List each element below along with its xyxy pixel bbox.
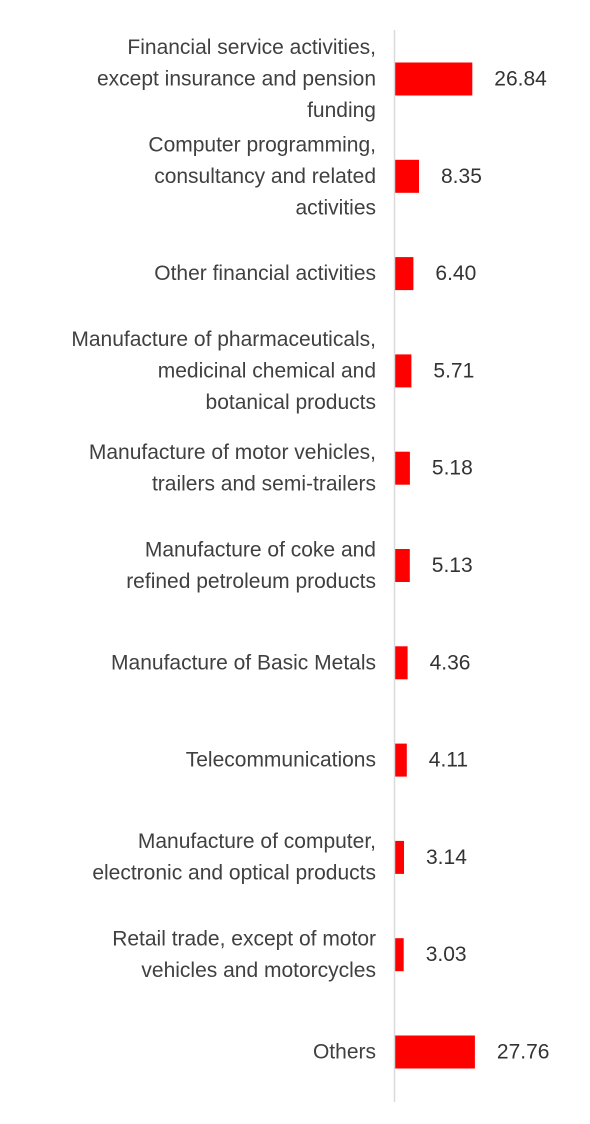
- category-label: Other financial activities: [154, 262, 376, 285]
- data-label: 3.03: [426, 943, 467, 966]
- category-label-line: Manufacture of pharmaceuticals,: [71, 328, 376, 351]
- category-label: Others: [313, 1041, 376, 1064]
- category-label: Manufacture of coke and refined petroleum…: [126, 538, 376, 593]
- category-label: Manufacture of Basic Metals: [111, 651, 376, 674]
- data-label: 8.35: [441, 165, 482, 188]
- bar: [395, 257, 414, 291]
- bar: [395, 743, 407, 777]
- data-label: 3.14: [426, 846, 467, 869]
- category-label-line: funding: [307, 99, 376, 122]
- category-label-line: consultancy and related: [154, 165, 376, 188]
- category-label: Computer programming, consultancy and rel…: [148, 133, 376, 219]
- bar: [395, 62, 473, 96]
- bar: [395, 159, 419, 193]
- value-labels-group: 26.84 8.35 6.40 5.71 5.18 5.13 4.36 4.11 3.14 3.0…: [426, 68, 550, 1064]
- category-label-line: Telecommunications: [186, 749, 376, 772]
- data-label: 27.76: [497, 1041, 550, 1064]
- data-label: 5.13: [432, 554, 473, 577]
- category-label-line: Manufacture of computer,: [138, 830, 376, 853]
- category-label-line: trailers and semi-trailers: [152, 472, 376, 495]
- category-label-line: Manufacture of Basic Metals: [111, 651, 376, 674]
- bar: [395, 354, 412, 388]
- category-label: Manufacture of motor vehicles, trailers a…: [89, 441, 376, 496]
- category-label: Retail trade, except of motor vehicles an…: [112, 927, 376, 982]
- data-label: 5.18: [432, 457, 473, 480]
- category-label: Manufacture of computer, electronic and o…: [92, 830, 376, 885]
- bar: [395, 938, 404, 972]
- category-label-line: botanical products: [206, 391, 376, 414]
- category-label-line: electronic and optical products: [92, 862, 376, 885]
- category-label-line: Manufacture of motor vehicles,: [89, 441, 376, 464]
- category-label: Manufacture of pharmaceuticals, medicinal…: [71, 328, 376, 414]
- bar: [395, 451, 410, 485]
- category-label: Telecommunications: [186, 749, 376, 772]
- category-label-line: activities: [295, 196, 376, 219]
- category-label-line: vehicles and motorcycles: [141, 959, 376, 982]
- data-label: 26.84: [494, 68, 547, 91]
- category-label-line: Computer programming,: [148, 133, 376, 156]
- bars-group: [395, 62, 475, 1069]
- data-label: 4.36: [430, 651, 471, 674]
- category-label-line: Financial service activities,: [127, 36, 376, 59]
- data-label: 6.40: [435, 262, 476, 285]
- category-label-line: refined petroleum products: [126, 570, 376, 593]
- data-label: 5.71: [433, 359, 474, 382]
- bar: [395, 840, 404, 874]
- category-label-line: Others: [313, 1041, 376, 1064]
- bar: [395, 646, 408, 680]
- category-labels-group: Financial service activities, except insu…: [71, 36, 376, 1064]
- bar: [395, 1035, 475, 1069]
- category-label-line: Manufacture of coke and: [145, 538, 376, 561]
- bar: [395, 549, 410, 582]
- category-label-line: except insurance and pension: [97, 68, 376, 91]
- category-label-line: Other financial activities: [154, 262, 376, 285]
- category-label-line: Retail trade, except of motor: [112, 927, 376, 950]
- category-label-line: medicinal chemical and: [158, 359, 376, 382]
- data-label: 4.11: [429, 749, 468, 772]
- category-label: Financial service activities, except insu…: [97, 36, 376, 122]
